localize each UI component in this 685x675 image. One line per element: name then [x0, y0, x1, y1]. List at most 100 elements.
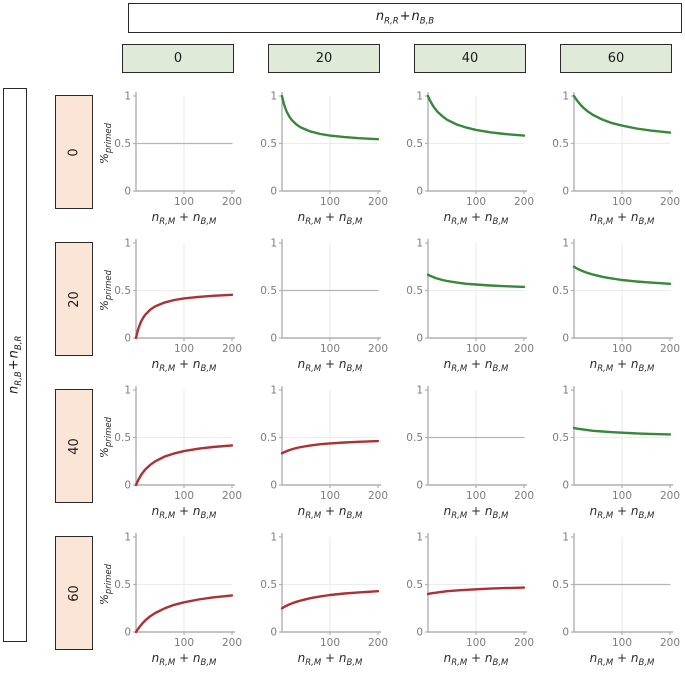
- subplot-cell: 0 0.5 1 100 200 nR,M + nB,M: [246, 235, 392, 382]
- axes-lines: [573, 239, 673, 339]
- curve-line: [426, 94, 526, 137]
- x-axis-label: nR,M + nB,M: [152, 357, 217, 374]
- col-header-cell: 60: [538, 44, 684, 73]
- curve-line: [572, 426, 672, 436]
- y-tick-label: 0.5: [552, 285, 569, 297]
- curve-line: [280, 94, 380, 141]
- subplot-r2-c3: 0 0.5 1 100 200 nR,M + nB,M: [552, 385, 680, 522]
- axes-lines: [427, 239, 527, 339]
- col-value-box-40: 40: [414, 44, 526, 73]
- subplot-r1-c0: 0 0.5 1 100 200 nR,M + nB,M %primed: [97, 238, 242, 375]
- subplot-r1-c1: 0 0.5 1 100 200 nR,M + nB,M: [260, 238, 388, 375]
- col-value-box-20: 20: [268, 44, 380, 73]
- curve-line: [134, 444, 234, 487]
- subplot-cell: 0 0.5 1 100 200 nR,M + nB,M: [538, 529, 684, 675]
- x-tick-label: 100: [466, 637, 486, 649]
- x-axis-label: nR,M + nB,M: [444, 210, 509, 227]
- y-axis-label: %primed: [100, 122, 114, 164]
- axes-lines: [135, 239, 235, 339]
- y-tick-label: 0.5: [260, 432, 277, 444]
- y-tick-label: 0: [124, 333, 131, 345]
- y-tick-label: 0.5: [406, 138, 423, 150]
- axes-lines: [573, 92, 673, 192]
- y-tick-label: 0: [270, 480, 277, 492]
- y-tick-label: 0.5: [552, 138, 569, 150]
- row-value-label: 0: [66, 147, 82, 157]
- row-variable-label: nR,B+nB,R: [6, 335, 24, 395]
- x-tick-label: 100: [612, 637, 632, 649]
- subplot-r0-c1: 0 0.5 1 100 200 nR,M + nB,M: [260, 91, 388, 228]
- x-tick-label: 100: [174, 490, 194, 502]
- y-tick-label: 0: [562, 186, 569, 198]
- curve-line: [280, 590, 380, 610]
- col-value-box-60: 60: [560, 44, 672, 73]
- axes-lines: [135, 92, 235, 192]
- y-tick-label: 1: [562, 238, 569, 250]
- col-header-cell: 40: [392, 44, 538, 73]
- y-tick-label: 0: [416, 333, 423, 345]
- subplot-cell: 0 0.5 1 100 200 nR,M + nB,M %primed: [97, 88, 246, 235]
- x-axis-label: nR,M + nB,M: [444, 651, 509, 668]
- y-tick-label: 0.5: [114, 432, 131, 444]
- y-tick-label: 0: [124, 186, 131, 198]
- row-variable-header: nR,B+nB,R: [3, 88, 27, 642]
- subplot-cell: 0 0.5 1 100 200 nR,M + nB,M: [392, 88, 538, 235]
- row-value-headers: 0 20 40 60: [55, 88, 93, 675]
- column-value-headers: 0 20 40 60: [100, 44, 684, 73]
- x-tick-label: 200: [368, 343, 388, 355]
- y-tick-label: 0: [562, 333, 569, 345]
- subplot-cell: 0 0.5 1 100 200 nR,M + nB,M: [246, 88, 392, 235]
- x-axis-label: nR,M + nB,M: [590, 504, 655, 521]
- col-header-cell: 0: [100, 44, 246, 73]
- subplot-r0-c3: 0 0.5 1 100 200 nR,M + nB,M: [552, 91, 680, 228]
- y-tick-label: 0.5: [114, 138, 131, 150]
- y-tick-label: 1: [270, 385, 277, 397]
- y-tick-label: 0: [270, 333, 277, 345]
- curve-line: [572, 265, 672, 285]
- column-variable-header: nR,R+nB,B: [128, 3, 682, 33]
- y-tick-label: 1: [124, 532, 131, 544]
- y-tick-label: 0: [416, 186, 423, 198]
- curve-line: [134, 594, 234, 634]
- x-tick-label: 100: [174, 196, 194, 208]
- row-value-box-40: 40: [55, 389, 93, 503]
- x-axis-label: nR,M + nB,M: [298, 210, 363, 227]
- y-tick-label: 1: [124, 238, 131, 250]
- y-axis-label: %primed: [100, 269, 114, 311]
- x-axis-label: nR,M + nB,M: [590, 357, 655, 374]
- y-tick-label: 0.5: [260, 285, 277, 297]
- subplot-r0-c0: 0 0.5 1 100 200 nR,M + nB,M %primed: [97, 91, 242, 228]
- x-tick-label: 100: [466, 196, 486, 208]
- subplot-cell: 0 0.5 1 100 200 nR,M + nB,M %primed: [97, 529, 246, 675]
- x-axis-label: nR,M + nB,M: [298, 504, 363, 521]
- x-tick-label: 200: [368, 490, 388, 502]
- y-tick-label: 0: [270, 186, 277, 198]
- subplot-cell: 0 0.5 1 100 200 nR,M + nB,M %primed: [97, 382, 246, 529]
- x-tick-label: 100: [612, 196, 632, 208]
- x-axis-label: nR,M + nB,M: [152, 210, 217, 227]
- y-tick-label: 0: [124, 480, 131, 492]
- y-tick-label: 1: [416, 91, 423, 103]
- subplot-r1-c3: 0 0.5 1 100 200 nR,M + nB,M: [552, 238, 680, 375]
- y-axis-label: %primed: [100, 416, 114, 458]
- y-tick-label: 0.5: [114, 579, 131, 591]
- x-tick-label: 200: [222, 490, 242, 502]
- x-tick-label: 100: [320, 637, 340, 649]
- subplot-r0-c2: 0 0.5 1 100 200 nR,M + nB,M: [406, 91, 534, 228]
- x-tick-label: 100: [320, 196, 340, 208]
- x-tick-label: 100: [320, 343, 340, 355]
- subplot-cell: 0 0.5 1 100 200 nR,M + nB,M: [538, 382, 684, 529]
- subplot-cell: 0 0.5 1 100 200 nR,M + nB,M: [392, 235, 538, 382]
- subplot-cell: 0 0.5 1 100 200 nR,M + nB,M: [392, 529, 538, 675]
- y-tick-label: 0.5: [260, 138, 277, 150]
- x-axis-label: nR,M + nB,M: [298, 651, 363, 668]
- axes-lines: [573, 386, 673, 486]
- y-tick-label: 0.5: [260, 579, 277, 591]
- y-tick-label: 1: [270, 91, 277, 103]
- y-tick-label: 1: [562, 532, 569, 544]
- x-tick-label: 200: [222, 196, 242, 208]
- curve-line: [572, 94, 672, 134]
- y-tick-label: 0.5: [406, 579, 423, 591]
- subplot-cell: 0 0.5 1 100 200 nR,M + nB,M: [538, 88, 684, 235]
